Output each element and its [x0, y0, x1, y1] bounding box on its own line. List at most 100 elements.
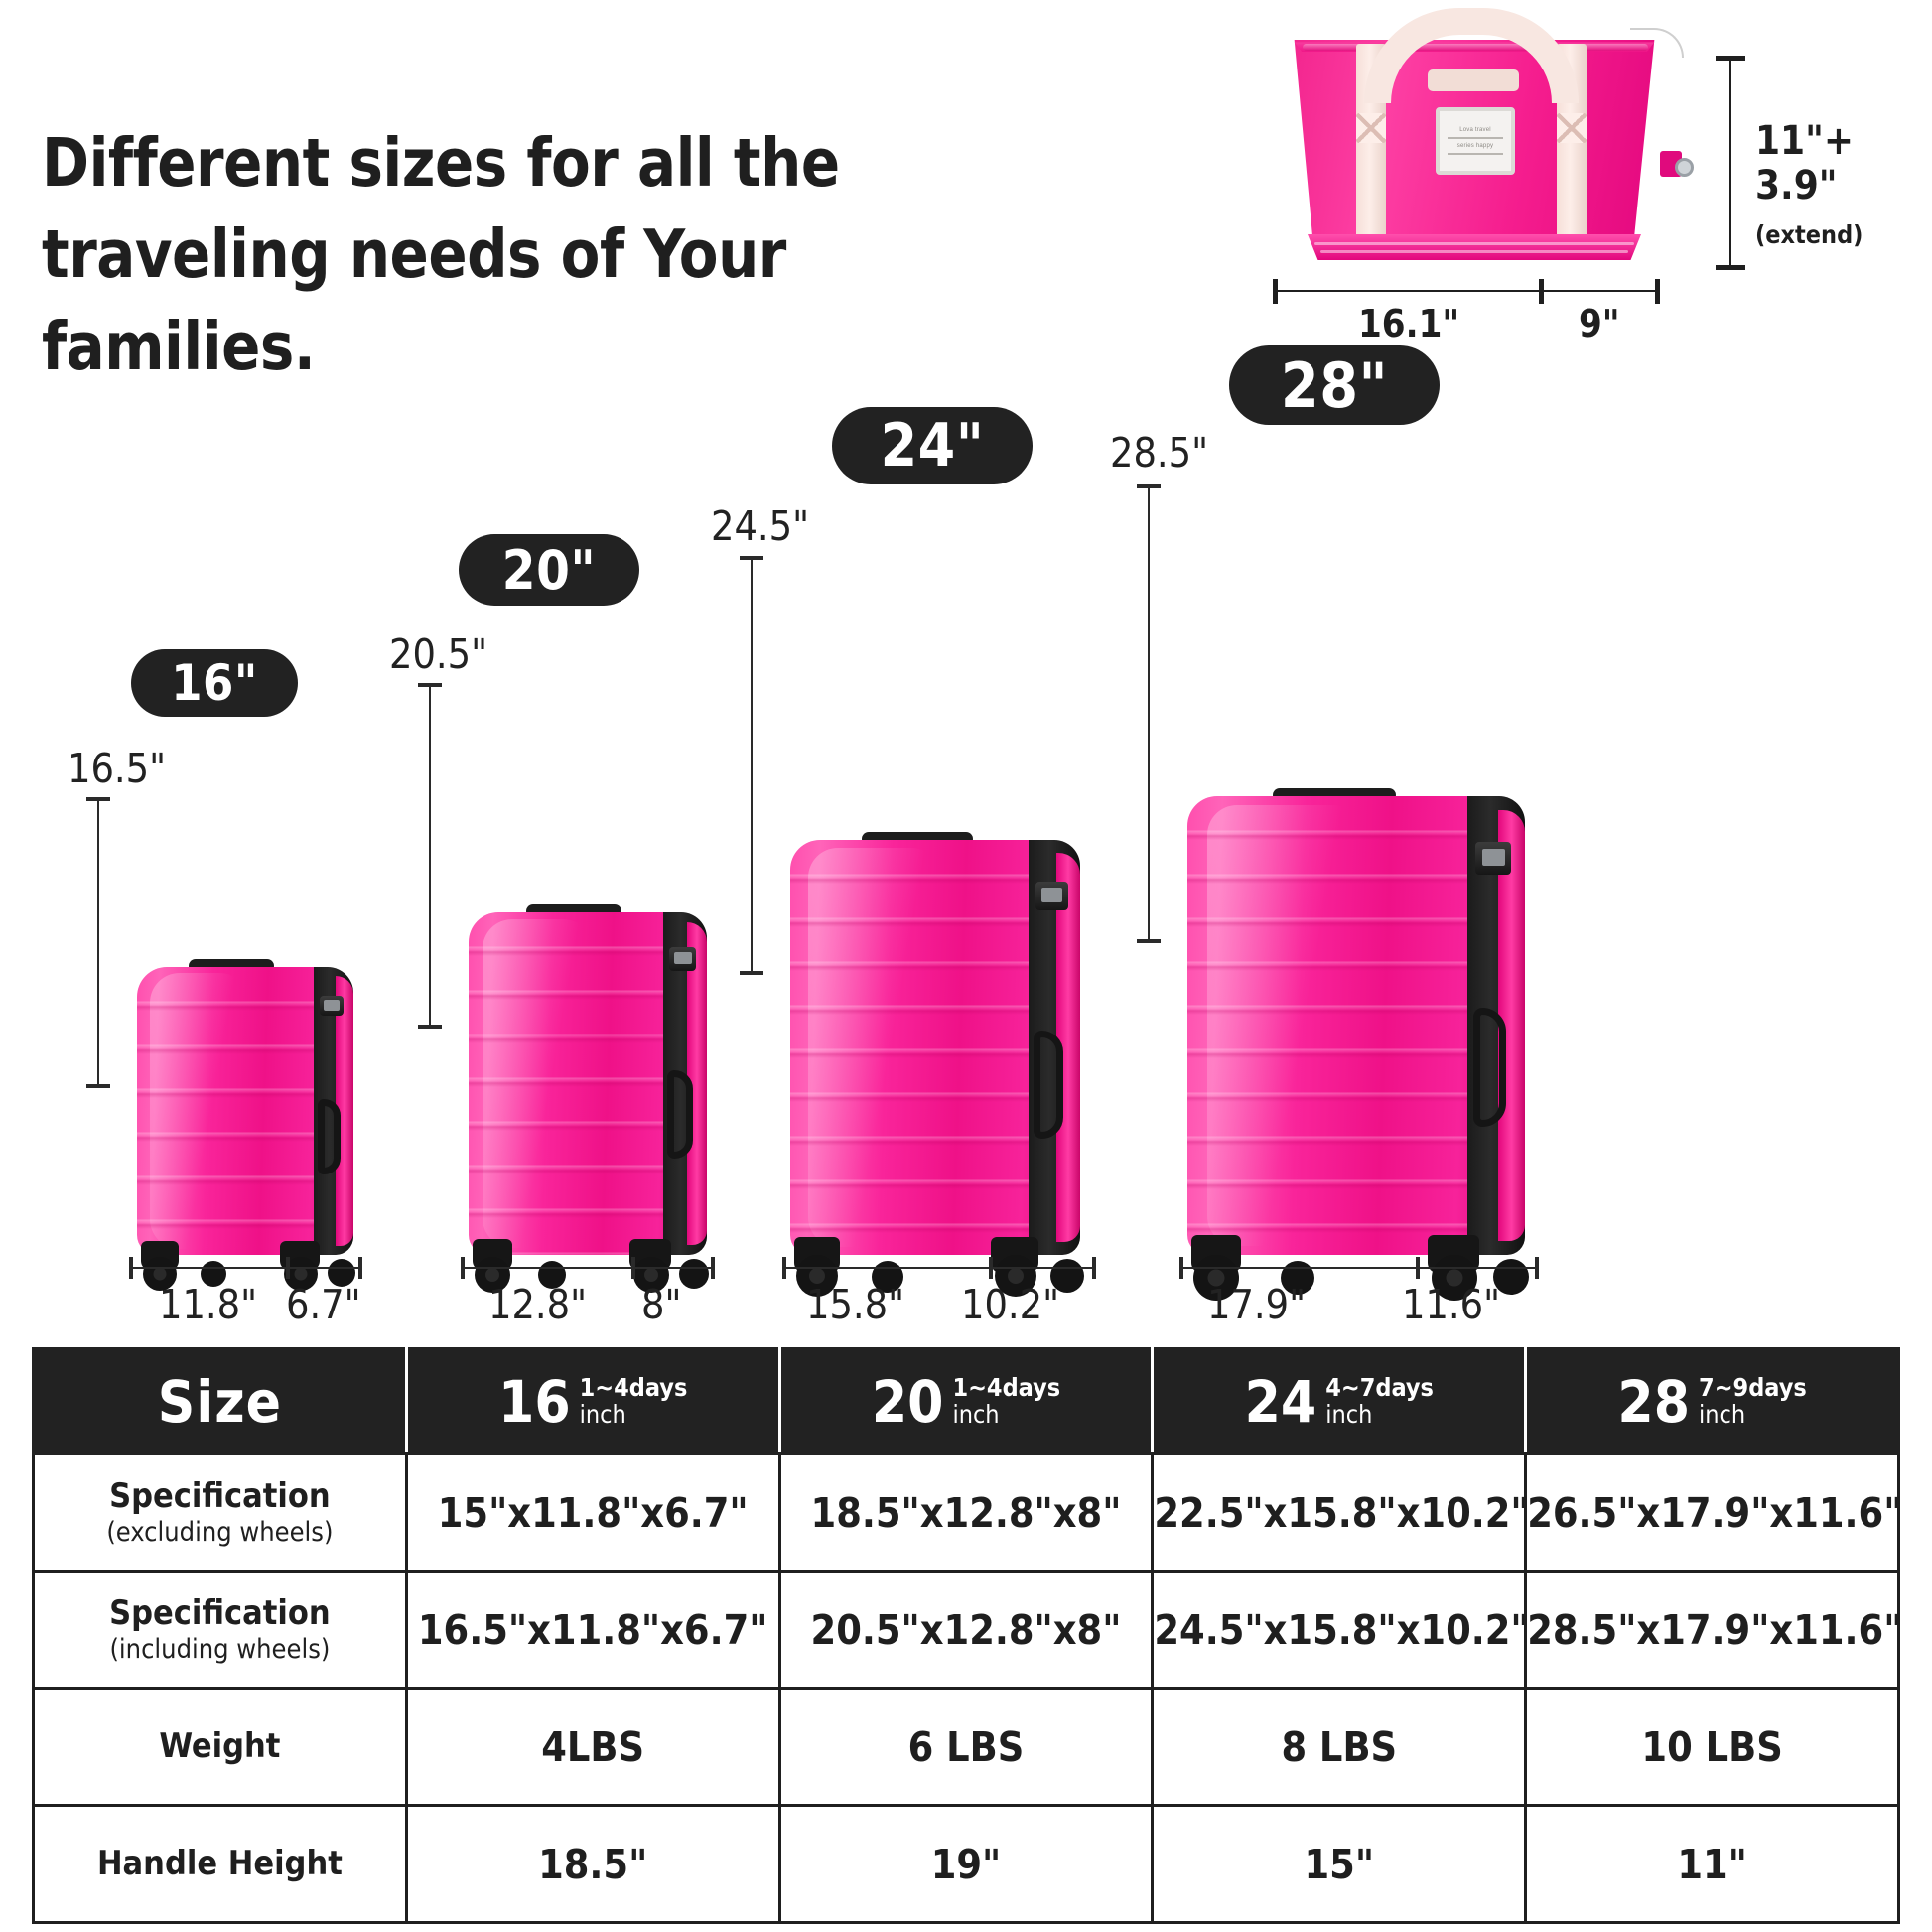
suitcase-group-24: 24" 24.5" — [711, 407, 1142, 1328]
header-col-20-sub: 1~4days inch — [952, 1374, 1060, 1428]
tick-left-28 — [1179, 1257, 1183, 1279]
side-panel-20 — [663, 912, 707, 1255]
tsa-lock-icon-28 — [1475, 842, 1512, 875]
wheel-hub-24a — [809, 1268, 825, 1284]
side-handle-28 — [1472, 1007, 1507, 1127]
bag-label-line-1: Lova travel — [1459, 127, 1491, 133]
width-label-20: 12.8" — [488, 1281, 588, 1328]
table-body: Specification (excluding wheels) 15"x11.… — [32, 1452, 1902, 1924]
size-badge-24: 24" — [832, 407, 1033, 484]
height-label-20: 20.5" — [389, 630, 488, 678]
row-label-main-3: Handle Height — [96, 1843, 343, 1883]
width-label-28: 17.9" — [1207, 1281, 1307, 1328]
suitcase-20 — [469, 904, 709, 1293]
bag-width-dimension-bar — [1273, 279, 1660, 304]
header-col-20: 20 1~4days inch — [777, 1347, 1155, 1455]
side-pink-20 — [686, 922, 707, 1245]
cell-spec-excl-20: 18.5"x12.8"x8" — [777, 1452, 1155, 1573]
bag-width-label: 16.1" — [1358, 302, 1460, 345]
wheel-hub-20a — [485, 1268, 499, 1282]
bag-zipper-pull-icon — [1660, 151, 1694, 177]
width-dimension-bar-20 — [461, 1257, 715, 1279]
width-label-24: 15.8" — [806, 1281, 905, 1328]
size-badge-16: 16" — [131, 649, 298, 717]
table-row: Handle Height 18.5" 19" 15" 11" — [32, 1804, 1900, 1924]
wheel-front-right-28 — [1432, 1255, 1477, 1301]
wheel-hub-20b — [644, 1268, 658, 1282]
header-corner-label: Size — [157, 1367, 282, 1436]
tick-right-24 — [1092, 1257, 1096, 1279]
wheel-hub-28b — [1446, 1269, 1463, 1287]
cell-spec-incl-16: 16.5"x11.8"x6.7" — [404, 1570, 781, 1690]
depth-label-16: 6.7" — [286, 1281, 361, 1328]
cell-spec-excl-24: 22.5"x15.8"x10.2" — [1151, 1452, 1530, 1573]
table-header-row: Size 16 1~4days inch 20 1~4days inch — [32, 1347, 1900, 1455]
header-col-16: 16 1~4days inch — [404, 1347, 781, 1455]
header-col-16-size: 16 — [498, 1367, 571, 1436]
wheel-hub-16a — [153, 1267, 167, 1281]
bag-strap-stitch-right — [1557, 113, 1587, 143]
header-col-28-inner: 28 7~9days inch — [1527, 1373, 1897, 1431]
wheel-front-left-20 — [475, 1257, 510, 1293]
header-col-24-sub: 4~7days inch — [1325, 1374, 1434, 1429]
bag-label-divider-2 — [1448, 153, 1503, 155]
bag-height-dimension-bar — [1716, 56, 1745, 270]
height-dimension-bar-24 — [740, 556, 763, 975]
tick-left-24 — [782, 1257, 786, 1279]
tick-right-20 — [711, 1257, 715, 1279]
width-dimension-bar-28 — [1179, 1257, 1539, 1279]
cell-weight-28: 10 LBS — [1524, 1687, 1900, 1807]
row-label-sub-1: (including wheels) — [109, 1633, 331, 1665]
height-label-24: 24.5" — [711, 502, 810, 550]
cell-handle-16: 18.5" — [404, 1804, 781, 1924]
row-label-main-2: Weight — [159, 1725, 281, 1766]
row-label-weight: Weight — [32, 1687, 408, 1807]
header-col-24-unit: inch — [1325, 1399, 1373, 1429]
header-col-24: 24 4~7days inch — [1151, 1347, 1528, 1455]
bag-base-piping-2 — [1320, 250, 1628, 253]
wheel-front-right-24 — [995, 1255, 1036, 1297]
depth-label-28: 11.6" — [1402, 1281, 1501, 1328]
bag-expansion-base — [1308, 234, 1641, 260]
suitcase-lineup: 16" 16.5" — [0, 345, 1932, 1328]
wheel-back-right-20 — [679, 1259, 709, 1289]
tick-left-20 — [461, 1257, 465, 1279]
header-col-20-inner: 20 1~4days inch — [781, 1373, 1152, 1431]
cell-spec-incl-28: 28.5"x17.9"x11.6" — [1524, 1570, 1902, 1690]
row-label-handle-height: Handle Height — [32, 1804, 408, 1924]
headline-line-2: traveling needs of Your families. — [42, 215, 786, 385]
tick-right-16 — [358, 1257, 362, 1279]
cell-spec-incl-20: 20.5"x12.8"x8" — [777, 1570, 1155, 1690]
tick-mid-28 — [1416, 1257, 1420, 1279]
table-row: Specification (excluding wheels) 15"x11.… — [32, 1452, 1902, 1573]
wheel-hub-24b — [1008, 1268, 1024, 1284]
bag-handle-grip — [1428, 69, 1519, 91]
wheel-back-left-20 — [538, 1261, 566, 1289]
height-label-28: 28.5" — [1110, 429, 1209, 477]
depth-label-24: 10.2" — [961, 1281, 1060, 1328]
tick-left-16 — [129, 1257, 133, 1279]
size-badge-24-label: 24" — [880, 411, 985, 481]
tsa-lock-icon-16 — [319, 996, 345, 1017]
cell-spec-incl-24: 24.5"x15.8"x10.2" — [1151, 1570, 1530, 1690]
suitcase-group-28: 28" 28.5" — [1110, 345, 1618, 1328]
side-handle-20 — [667, 1069, 693, 1160]
wheel-hub-16b — [294, 1267, 308, 1281]
wheel-front-left-16 — [143, 1257, 177, 1291]
size-badge-28: 28" — [1229, 345, 1440, 425]
depth-label-20: 8" — [641, 1281, 682, 1328]
wheel-back-left-24 — [872, 1261, 903, 1293]
header-col-24-inner: 24 4~7days inch — [1154, 1373, 1524, 1431]
cell-handle-28: 11" — [1524, 1804, 1900, 1924]
page-headline: Different sizes for all the traveling ne… — [42, 117, 1014, 392]
header-col-28-sub: 7~9days inch — [1699, 1374, 1807, 1428]
side-pink-24 — [1056, 852, 1080, 1243]
bag-height-note: (extend) — [1755, 219, 1863, 249]
row-label-main-0: Specification — [109, 1476, 331, 1517]
header-col-28: 28 7~9days inch — [1524, 1347, 1900, 1455]
bag-strap-stitch-left — [1356, 113, 1386, 143]
header-col-16-days: 1~4days — [579, 1373, 688, 1403]
wheel-front-left-24 — [796, 1255, 838, 1297]
wheel-hub-28a — [1207, 1269, 1225, 1287]
side-panel-28 — [1467, 796, 1525, 1255]
